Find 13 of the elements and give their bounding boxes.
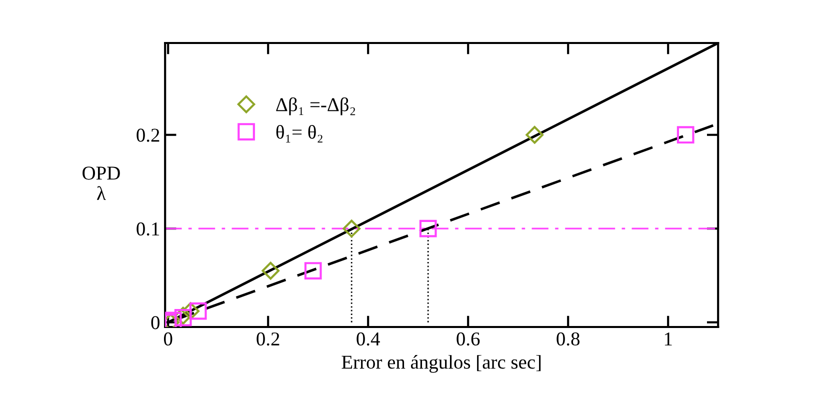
legend-label: Δβ₁ =-Δβ₂: [276, 97, 356, 116]
legend-label: θ₁= θ₂: [276, 124, 322, 143]
y-tick-label: 0: [151, 316, 160, 330]
x-tick-label: 0: [164, 332, 172, 346]
x-axis-title: Error en ángulos [arc sec]: [342, 355, 541, 373]
x-tick-label: 0.6: [456, 332, 480, 346]
x-tick-label: 0.8: [556, 332, 580, 346]
x-tick-label: 0.2: [256, 332, 280, 346]
y-axis-title: OPD λ: [82, 166, 120, 200]
y-tick-label: 0.1: [136, 222, 160, 236]
x-tick-label: 1: [664, 332, 672, 346]
y-tick-label: 0.2: [136, 128, 160, 142]
x-tick-label: 0.4: [356, 332, 380, 346]
